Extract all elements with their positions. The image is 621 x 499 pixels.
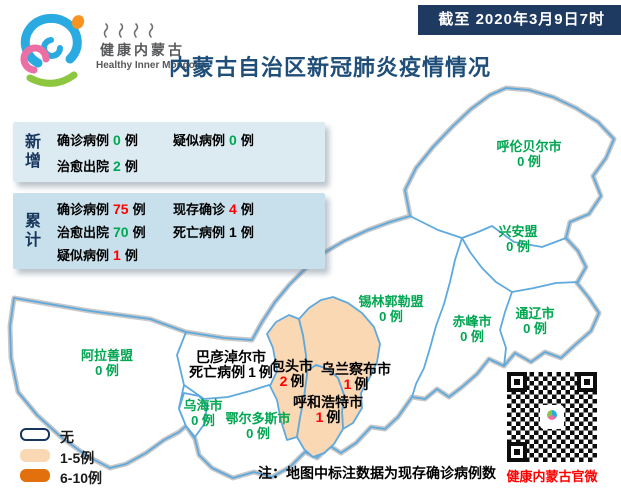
region-name: 乌兰察布市 — [321, 361, 391, 377]
qr-finder-icon — [507, 372, 527, 392]
region-label-bayannur: 巴彦淖尔市 死亡病例 1 例 — [189, 350, 273, 380]
qr-finder-icon — [577, 372, 597, 392]
qr-caption: 健康内蒙古官微 — [506, 469, 598, 484]
region-cases: 0 例 — [246, 426, 270, 441]
region-label-hulunbuir: 呼伦贝尔市 0 例 — [496, 139, 561, 169]
page-title: 内蒙古自治区新冠肺炎疫情情况 — [168, 55, 491, 80]
new-cured: 治愈出院 2 例 — [57, 158, 138, 174]
legend-label-mid: 6-10例 — [60, 470, 103, 486]
region-cases: 0 例 — [95, 363, 119, 378]
legend-label-low: 1-5例 — [60, 450, 95, 466]
case-count: 2 — [279, 373, 288, 389]
region-name: 乌海市 — [183, 398, 223, 413]
cum-confirmed-count: 75 — [113, 201, 129, 217]
qr-code — [507, 372, 597, 462]
region-name: 通辽市 — [515, 306, 555, 321]
new-suspected-count: 0 — [229, 132, 237, 148]
cum-deaths: 死亡病例 1 例 — [173, 224, 254, 240]
region-cases: 0 例 — [460, 329, 484, 344]
qr-finder-icon — [507, 442, 527, 462]
new-cured-count: 2 — [113, 158, 121, 174]
new-suspected: 疑似病例 0 例 — [173, 132, 254, 148]
logo-english-text: Healthy Inner Mongolia — [96, 60, 207, 71]
border-hulunbuir-south — [409, 215, 567, 248]
border-xilingol-east — [411, 237, 463, 398]
panel-label-cumulative: 累计 — [24, 213, 41, 249]
legend-swatch-none — [20, 428, 50, 441]
region-name: 呼和浩特市 — [293, 394, 363, 410]
cum-death-count: 1 — [229, 224, 237, 240]
map-note: 注：地图中标注数据为现存确诊病例数 — [258, 465, 496, 481]
region-label-chifeng: 赤峰市 0 例 — [452, 314, 491, 344]
region-name: 赤峰市 — [452, 314, 492, 329]
health-inner-mongolia-logo: 健康内蒙古 Healthy Inner Mongolia — [8, 8, 208, 92]
region-label-xilingol: 锡林郭勒盟 0 例 — [358, 294, 423, 324]
qr-center-logo-icon — [540, 405, 564, 429]
region-hohhot-shape — [296, 364, 345, 458]
region-name: 阿拉善盟 — [80, 348, 134, 363]
region-wuhai-shape — [178, 392, 208, 438]
region-cases: 0 例 — [506, 239, 530, 254]
region-label-alxa: 阿拉善盟 0 例 — [81, 348, 133, 378]
case-count: 1 — [315, 409, 324, 425]
border-xingan-south — [461, 237, 579, 293]
region-name: 鄂尔多斯市 — [225, 411, 291, 426]
region-name: 锡林郭勒盟 — [358, 294, 424, 309]
region-name: 兴安盟 — [498, 224, 538, 239]
date-banner: 截至 2020年3月9日7时 — [418, 5, 621, 35]
region-cases: 0 例 — [379, 309, 403, 324]
region-cases: 0 例 — [191, 413, 215, 428]
panel-label-new: 新增 — [24, 134, 41, 170]
region-name: 巴彦淖尔市 — [195, 349, 266, 365]
cum-suspected-count: 1 — [113, 247, 121, 263]
cum-existing: 现存确诊 4 例 — [173, 201, 254, 217]
region-name: 呼伦贝尔市 — [496, 139, 562, 154]
legend-swatch-mid — [20, 469, 50, 482]
cumulative-cases-panel: 累计 确诊病例 75 例 现存确诊 4 例 治愈出院 70 例 死亡病例 1 例 疑似病例 1 例 — [13, 193, 325, 269]
cum-confirmed: 确诊病例 75 例 — [57, 201, 146, 217]
region-label-tongliao: 通辽市 0 例 — [515, 306, 554, 336]
logo-swirl-icon — [20, 13, 154, 87]
death-count: 1 — [248, 364, 256, 380]
cum-suspected: 疑似病例 1 例 — [57, 247, 138, 263]
region-label-wuhai: 乌海市 0 例 — [183, 398, 222, 428]
region-cases: 0 例 — [517, 154, 541, 169]
case-count: 1 — [343, 376, 352, 392]
cum-cured: 治愈出院 70 例 — [57, 224, 146, 240]
new-confirmed: 确诊病例 0 例 — [57, 132, 138, 148]
province-rim — [9, 87, 615, 479]
logo-chinese-text: 健康内蒙古 — [100, 42, 185, 58]
region-label-xingan: 兴安盟 0 例 — [498, 224, 537, 254]
region-label-ordos: 鄂尔多斯市 0 例 — [225, 411, 290, 441]
border-bayannur-south — [183, 384, 270, 400]
new-confirmed-count: 0 — [113, 132, 121, 148]
region-deaths: 死亡病例 1 例 — [189, 364, 273, 380]
new-cases-panel: 新增 确诊病例 0 例 疑似病例 0 例 治愈出院 2 例 — [13, 122, 325, 182]
region-name: 包头市 — [271, 358, 313, 374]
region-cases: 0 例 — [523, 321, 547, 336]
cum-existing-count: 4 — [229, 201, 237, 217]
legend-swatch-low — [20, 449, 50, 462]
cum-cured-count: 70 — [113, 224, 129, 240]
border-chifeng-tongliao — [499, 291, 513, 367]
legend-label-none: 无 — [60, 429, 74, 445]
